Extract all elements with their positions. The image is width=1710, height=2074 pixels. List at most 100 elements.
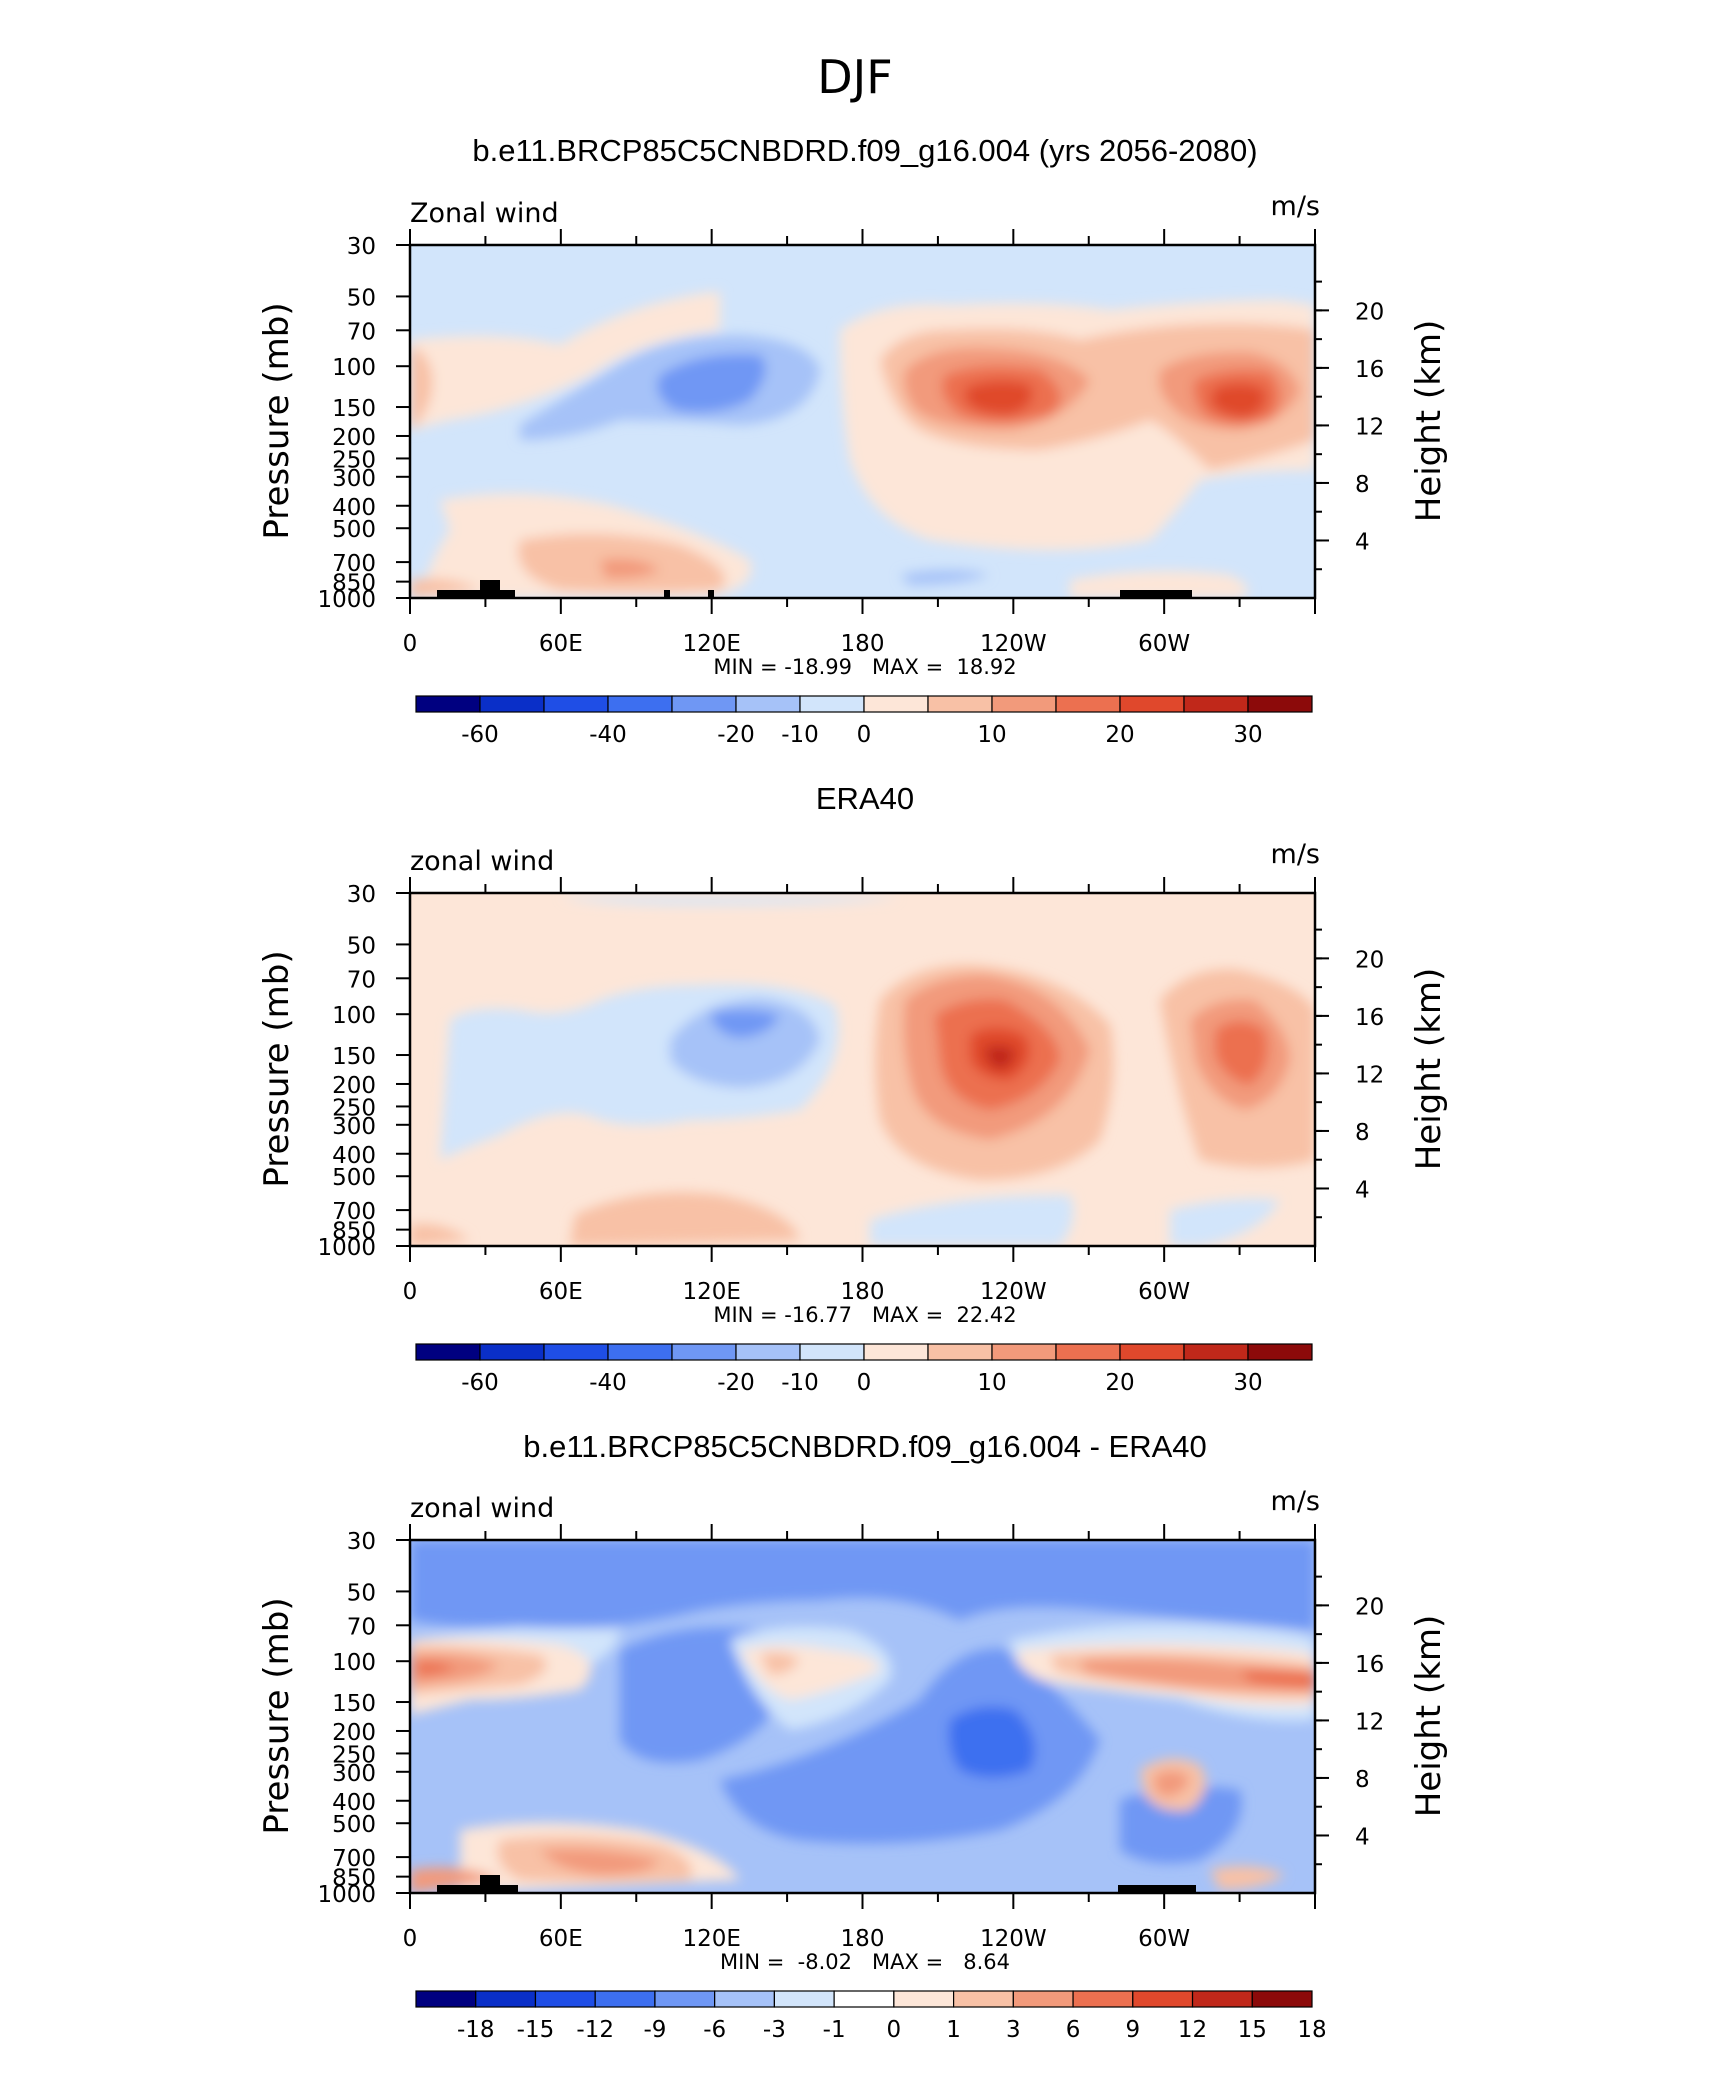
negative-core (948, 1706, 1035, 1778)
x-tick-label: 60E (539, 1279, 583, 1305)
y2-tick-label: 16 (1355, 1652, 1384, 1678)
panel-title: ERA40 (816, 781, 914, 816)
colorbar-swatch (1072, 1990, 1134, 2008)
x-tick-label: 120E (682, 1926, 740, 1952)
surface-westerly (410, 1224, 470, 1246)
colorbar-label: -10 (781, 1370, 819, 1396)
colorbar-swatch (534, 1990, 596, 2008)
negative-band (410, 1540, 1315, 1630)
y2-tick-label: 12 (1355, 414, 1384, 440)
y-tick-label: 250 (332, 1095, 376, 1121)
y-axis-label: Pressure (mb) (257, 950, 297, 1187)
axis-ticks (396, 1524, 1329, 1909)
y-tick-label: 700 (332, 1199, 376, 1225)
y2-tick-label: 20 (1355, 947, 1384, 973)
colorbar-label: -3 (763, 2017, 786, 2043)
y-tick-label: 300 (332, 1114, 376, 1140)
y2-tick-label: 8 (1355, 1767, 1370, 1793)
x-tick-label: 60W (1138, 631, 1190, 657)
jet-core (965, 380, 1033, 415)
colorbar-label: 15 (1238, 2017, 1267, 2043)
colorbar-label: 3 (1006, 2017, 1021, 2043)
y-tick-label: 500 (332, 1812, 376, 1838)
y-tick-label: 300 (332, 466, 376, 492)
x-tick-label: 60W (1138, 1279, 1190, 1305)
colorbar-swatch (952, 1990, 1014, 2008)
colorbar-label: 0 (887, 2017, 902, 2043)
easterly-core (657, 354, 766, 413)
units-label: m/s (1271, 839, 1320, 870)
y-tick-label: 850 (332, 1219, 376, 1245)
positive-anomaly (760, 1652, 800, 1675)
panel-era40: ERA40 zonal wind m/s (257, 781, 1449, 1396)
colorbar-swatch (1055, 695, 1121, 713)
positive-anomaly (415, 1661, 455, 1675)
colorbar-label: 10 (977, 722, 1006, 748)
y-tick-label: 850 (332, 1866, 376, 1892)
colorbar-swatch (1012, 1990, 1074, 2008)
colorbar-label: 20 (1105, 1370, 1134, 1396)
x-tick-label: 180 (841, 1926, 885, 1952)
colorbar-label: -18 (457, 2017, 495, 2043)
colorbar-swatch (479, 695, 545, 713)
surface-westerly (410, 578, 480, 598)
y-axis-label: Pressure (mb) (257, 302, 297, 539)
westerly-band (410, 292, 720, 430)
panel-model: b.e11.BRCP85C5CNBDRD.f09_g16.004 (yrs 20… (257, 133, 1449, 748)
surface-westerly (1070, 571, 1248, 598)
x-tick-label: 0 (403, 631, 418, 657)
colorbar-label: 20 (1105, 722, 1134, 748)
y2-tick-label: 20 (1355, 1594, 1384, 1620)
y2-tick-label: 4 (1355, 1177, 1370, 1203)
colorbar-label: 0 (857, 1370, 872, 1396)
colorbar-swatch (799, 695, 865, 713)
colorbar-label: -20 (717, 1370, 755, 1396)
colorbar-label: -10 (781, 722, 819, 748)
y-tick-label: 250 (332, 447, 376, 473)
colorbar-swatch (1183, 1343, 1249, 1361)
colorbar-swatch (991, 695, 1057, 713)
x-tick-label: 0 (403, 1926, 418, 1952)
y-tick-label: 500 (332, 1165, 376, 1191)
colorbar-swatch (1119, 695, 1185, 713)
x-tick-label: 120W (980, 631, 1047, 657)
colorbar: -60 -40 -20 -10 0 10 20 30 (415, 1343, 1313, 1396)
colorbar-swatch (991, 1343, 1057, 1361)
colorbar-swatch (1119, 1343, 1185, 1361)
y-tick-label: 700 (332, 1846, 376, 1872)
y-tick-label: 700 (332, 551, 376, 577)
colorbar-label: 10 (977, 1370, 1006, 1396)
colorbar-swatch (773, 1990, 835, 2008)
colorbar-label: 30 (1233, 1370, 1262, 1396)
colorbar-swatch (607, 695, 673, 713)
y-tick-label: 1000 (317, 1882, 376, 1908)
units-label: m/s (1271, 1486, 1320, 1517)
easterly-level (670, 998, 820, 1088)
colorbar-swatch (735, 1343, 801, 1361)
y-tick-label: 200 (332, 1073, 376, 1099)
y2-tick-label: 8 (1355, 472, 1370, 498)
y2-tick-label: 16 (1355, 357, 1384, 383)
axis-ticks (396, 229, 1329, 614)
topography (1118, 1885, 1196, 1893)
negative-band (1120, 1786, 1242, 1864)
x-tick-label: 180 (841, 631, 885, 657)
y-tick-label: 250 (332, 1742, 376, 1768)
jet-core (985, 1045, 1015, 1070)
y-tick-label: 150 (332, 1691, 376, 1717)
positive-anomaly (410, 1867, 500, 1893)
y-tick-label: 1000 (317, 587, 376, 613)
y-tick-label: 150 (332, 396, 376, 422)
y2-axis-label: Height (km) (1409, 1615, 1449, 1818)
contour-field (410, 245, 1315, 598)
y-tick-label: 30 (347, 234, 376, 260)
jet-core (1210, 383, 1266, 418)
colorbar-label: -60 (461, 1370, 499, 1396)
topography (437, 580, 515, 598)
y-tick-label: 1000 (317, 1235, 376, 1261)
y-tick-label: 100 (332, 1003, 376, 1029)
colorbar-swatch (594, 1990, 656, 2008)
